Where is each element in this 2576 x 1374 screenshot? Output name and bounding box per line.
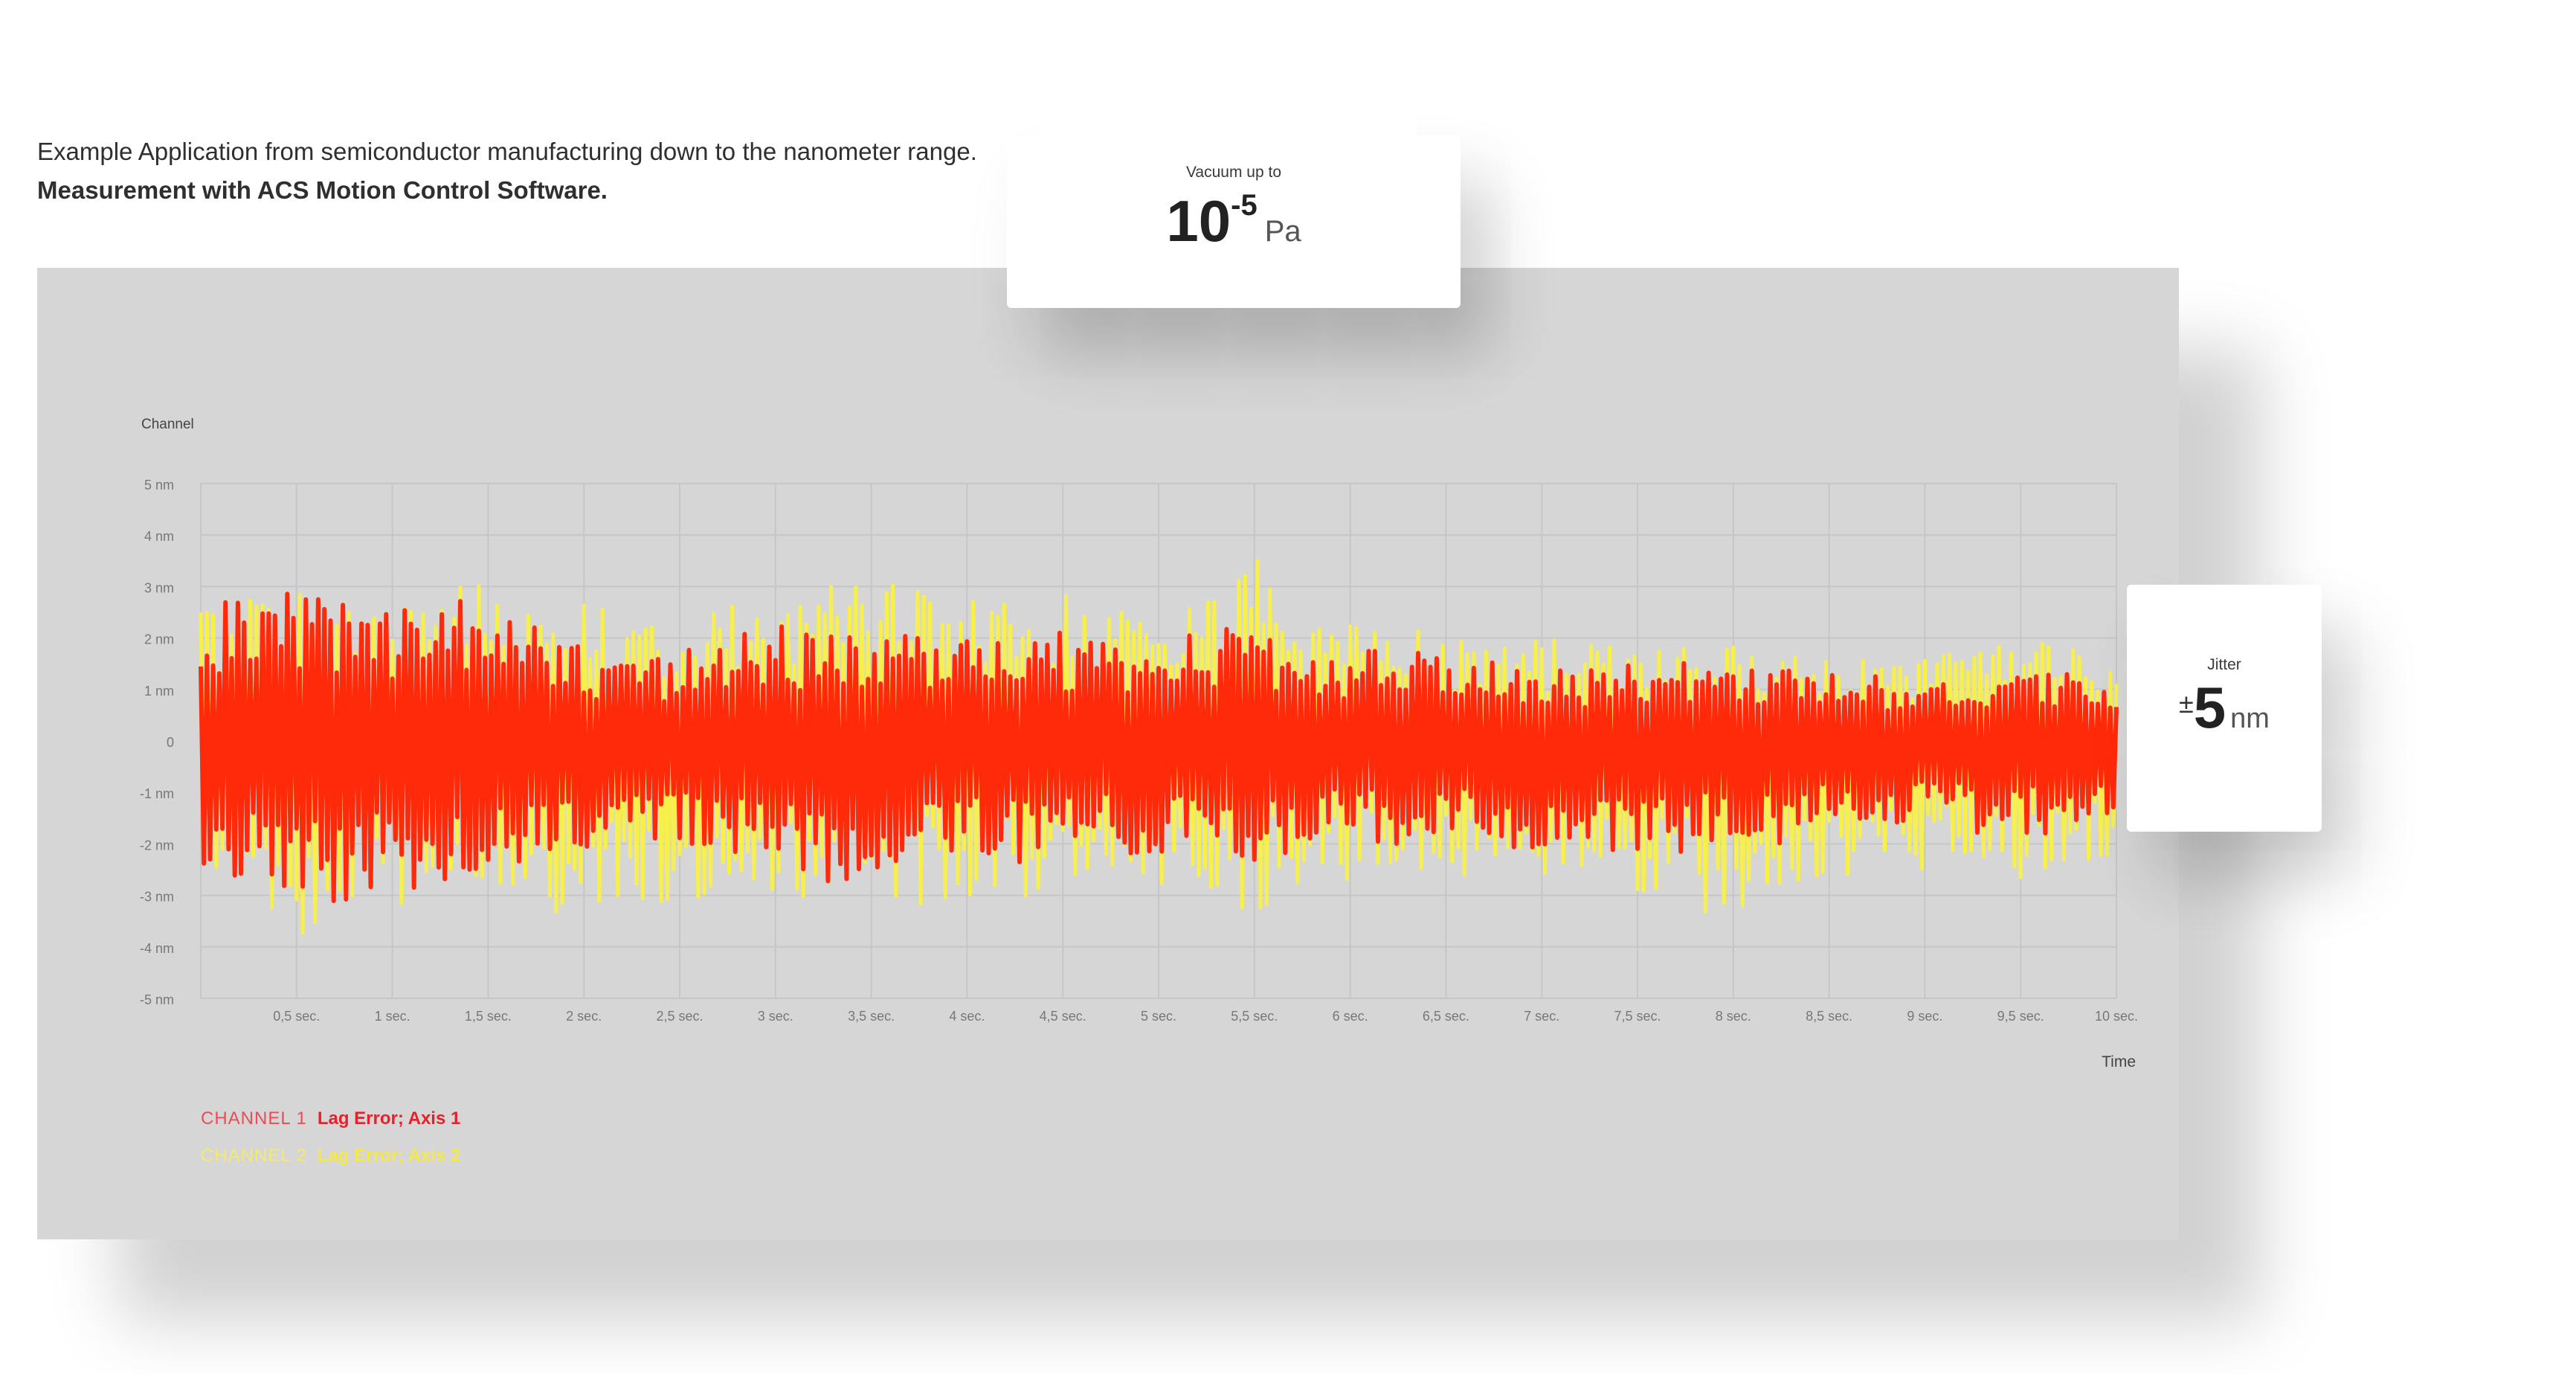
- x-axis-label: Time: [2102, 1053, 2136, 1070]
- x-tick-label: 10 sec.: [2095, 1009, 2138, 1024]
- y-axis-label: Channel: [141, 417, 194, 432]
- x-tick-label: 7,5 sec.: [1614, 1009, 1661, 1024]
- x-tick-label: 6 sec.: [1333, 1009, 1368, 1024]
- chart-panel: 5 nm 4 nm 3 nm 2 nm 1 nm 0 -1 nm -2 nm -3 nm -4 n…: [37, 268, 2179, 1239]
- x-tick-label: 9 sec.: [1907, 1009, 1942, 1024]
- lag-error-chart: 5 nm 4 nm 3 nm 2 nm 1 nm 0 -1 nm -2 nm -3 nm -4 n…: [140, 417, 2138, 1070]
- x-tick-label: 3 sec.: [758, 1009, 793, 1024]
- x-tick-label: 5 sec.: [1141, 1009, 1176, 1024]
- legend-channel-2-text: Lag Error; Axis 2: [317, 1146, 461, 1166]
- y-tick-label: -2 nm: [140, 838, 174, 853]
- legend-item-channel-2: CHANNEL 2 Lag Error; Axis 2: [201, 1146, 460, 1166]
- y-tick-label: 1 nm: [144, 684, 174, 699]
- vacuum-caption: Vacuum up to: [1185, 164, 1282, 181]
- vacuum-card: Vacuum up to 10-5Pa: [1007, 135, 1461, 308]
- jitter-number: 5: [2193, 675, 2226, 740]
- x-tick-label: 7 sec.: [1524, 1009, 1559, 1024]
- legend-item-channel-1: CHANNEL 1 Lag Error; Axis 1: [201, 1108, 460, 1129]
- jitter-caption: Jitter: [2207, 656, 2241, 673]
- x-tick-label: 9,5 sec.: [1997, 1009, 2044, 1024]
- x-tick-label: 0,5 sec.: [273, 1009, 320, 1024]
- x-tick-label: 4 sec.: [949, 1009, 985, 1024]
- y-tick-label: 4 nm: [144, 529, 174, 544]
- intro-line-2: Measurement with ACS Motion Control Soft…: [37, 176, 608, 204]
- y-tick-label: 5 nm: [144, 478, 174, 492]
- y-tick-label: -3 nm: [140, 890, 174, 905]
- series-line-channel-1: [199, 591, 2119, 903]
- x-tick-label: 1,5 sec.: [465, 1009, 512, 1024]
- x-tick-label: 6,5 sec.: [1423, 1009, 1469, 1024]
- x-tick-label: 3,5 sec.: [848, 1009, 895, 1024]
- vacuum-value: 10-5Pa: [1007, 187, 1461, 255]
- jitter-value: ±5 nm: [2127, 674, 2322, 742]
- y-tick-label: -5 nm: [140, 992, 174, 1007]
- vacuum-base: 10: [1166, 188, 1231, 254]
- x-tick-label: 5,5 sec.: [1231, 1009, 1278, 1024]
- x-tick-label: 8,5 sec.: [1806, 1009, 1852, 1024]
- vacuum-unit: Pa: [1264, 215, 1301, 248]
- jitter-prefix: ±: [2179, 688, 2194, 719]
- legend-channel-1-label: CHANNEL 1: [201, 1108, 307, 1129]
- y-tick-label: -1 nm: [140, 786, 174, 801]
- x-tick-label: 1 sec.: [375, 1009, 410, 1024]
- intro-text: Example Application from semiconductor m…: [37, 132, 977, 210]
- jitter-unit: nm: [2230, 703, 2270, 734]
- legend-channel-1-text: Lag Error; Axis 1: [317, 1108, 461, 1129]
- x-tick-label: 2,5 sec.: [656, 1009, 703, 1024]
- legend-channel-2-label: CHANNEL 2: [201, 1146, 307, 1166]
- x-tick-label: 2 sec.: [566, 1009, 602, 1024]
- intro-line-1: Example Application from semiconductor m…: [37, 138, 977, 165]
- x-tick-label: 8 sec.: [1716, 1009, 1751, 1024]
- y-tick-label: 3 nm: [144, 580, 174, 595]
- y-tick-label: 2 nm: [144, 632, 174, 647]
- y-tick-label: -4 nm: [140, 941, 174, 956]
- x-tick-label: 4,5 sec.: [1040, 1009, 1086, 1024]
- y-tick-label: 0: [167, 735, 174, 750]
- jitter-card: Jitter ±5 nm: [2127, 585, 2322, 832]
- vacuum-exponent: -5: [1231, 189, 1258, 222]
